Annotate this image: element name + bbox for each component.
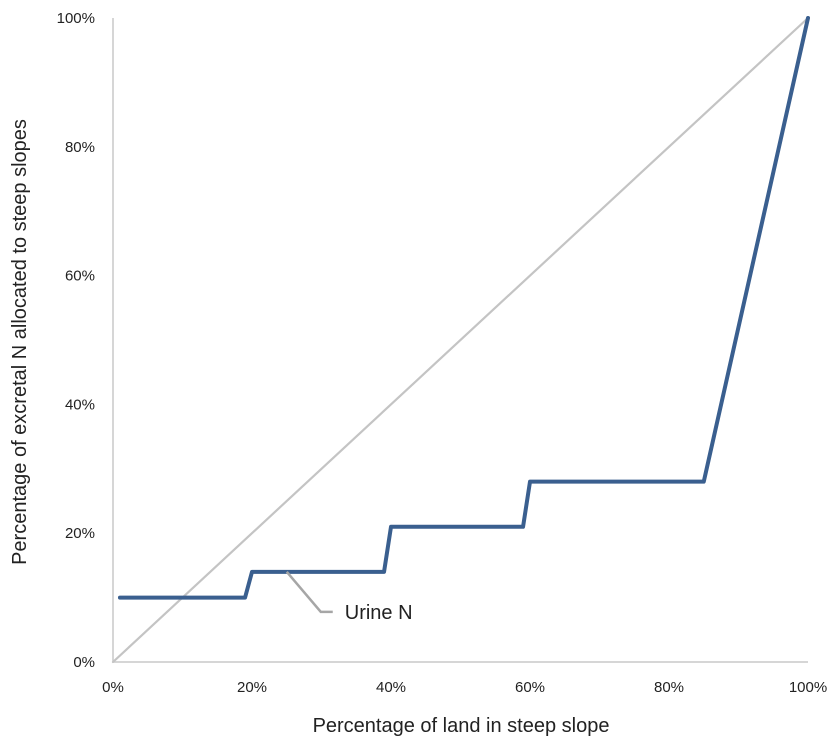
reference-diagonal-line (111, 16, 810, 664)
x-tick-label: 40% (376, 679, 406, 696)
y-tick-label: 100% (57, 10, 95, 27)
tick-labels: 0% 20% 40% 60% 80% 100% 0% 20% 40% 60% 80% 100% (57, 10, 828, 696)
y-tick-label: 80% (65, 139, 95, 156)
y-tick-label: 40% (65, 396, 95, 413)
x-tick-label: 80% (654, 679, 684, 696)
x-tick-label: 0% (102, 679, 124, 696)
annotation: Urine N (285, 571, 413, 624)
series (111, 16, 810, 664)
y-tick-label: 60% (65, 268, 95, 285)
series-line-urine-n (117, 16, 810, 600)
x-tick-label: 100% (789, 679, 827, 696)
x-tick-label: 60% (515, 679, 545, 696)
y-tick-label: 20% (65, 525, 95, 542)
callout-label: Urine N (345, 602, 413, 624)
x-tick-label: 20% (237, 679, 267, 696)
x-axis-title: Percentage of land in steep slope (313, 715, 610, 737)
y-axis-title: Percentage of excretal N allocated to st… (9, 119, 31, 565)
axes (112, 18, 808, 663)
y-tick-label: 0% (73, 654, 95, 671)
callout-leader-line (285, 571, 333, 614)
